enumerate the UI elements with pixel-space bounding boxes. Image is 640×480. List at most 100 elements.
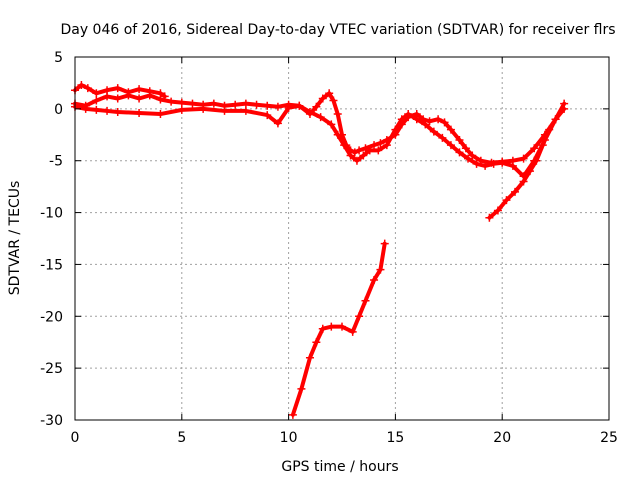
data-point <box>412 115 421 124</box>
data-point <box>446 141 455 150</box>
x-tick-label: 20 <box>493 430 511 446</box>
data-point <box>327 322 336 331</box>
data-point <box>241 99 250 108</box>
data-point <box>530 144 539 153</box>
x-tick-label: 0 <box>71 430 80 446</box>
data-point <box>316 113 325 122</box>
y-tick-label: -10 <box>40 206 63 222</box>
data-point <box>438 133 447 142</box>
data-point <box>297 384 306 393</box>
data-point <box>446 125 455 134</box>
y-tick-label: -25 <box>40 361 63 377</box>
series-trace <box>73 91 567 165</box>
data-point <box>519 177 528 186</box>
y-axis-label: SDTVAR / TECUs <box>7 181 23 296</box>
data-point <box>532 156 541 165</box>
data-point <box>188 99 197 108</box>
data-point <box>472 159 481 168</box>
data-point <box>370 275 379 284</box>
y-tick-label: 0 <box>54 102 63 118</box>
data-point <box>380 239 389 248</box>
data-point <box>404 110 413 119</box>
data-point <box>455 148 464 157</box>
data-point <box>333 130 342 139</box>
data-point <box>220 106 229 115</box>
data-point <box>135 109 144 118</box>
data-point <box>545 125 554 134</box>
data-point <box>327 120 336 129</box>
data-point <box>464 154 473 163</box>
data-point <box>135 94 144 103</box>
data-point <box>508 161 517 170</box>
data-point <box>284 103 293 112</box>
x-tick-label: 10 <box>280 430 298 446</box>
y-tick-label: -20 <box>40 309 63 325</box>
data-point <box>391 125 400 134</box>
data-point <box>397 115 406 124</box>
data-point <box>519 154 528 163</box>
data-point <box>425 117 434 126</box>
data-point <box>288 410 297 419</box>
data-point <box>113 107 122 116</box>
data-point <box>209 99 218 108</box>
data-point <box>493 206 502 215</box>
data-point <box>481 161 490 170</box>
data-point <box>485 213 494 222</box>
data-point <box>538 141 547 150</box>
data-point <box>92 96 101 105</box>
data-point <box>103 106 112 115</box>
data-point <box>440 118 449 127</box>
data-point <box>318 94 327 103</box>
data-point <box>231 100 240 109</box>
data-point <box>263 101 272 110</box>
data-point <box>376 265 385 274</box>
data-point <box>455 135 464 144</box>
data-point <box>382 141 391 150</box>
x-tick-label: 15 <box>386 430 404 446</box>
data-point <box>113 84 122 93</box>
data-point <box>365 146 374 155</box>
data-point <box>502 196 511 205</box>
data-point <box>498 158 507 167</box>
y-tick-label: -30 <box>40 413 63 429</box>
data-point <box>145 91 154 100</box>
grid-lines <box>75 57 609 420</box>
data-point <box>252 100 261 109</box>
data-point <box>333 110 342 119</box>
series-low-segment <box>288 239 389 419</box>
data-point <box>525 167 534 176</box>
data-point <box>305 107 314 116</box>
data-point <box>156 110 165 119</box>
series-lower-band <box>71 101 569 181</box>
data-point <box>361 144 370 153</box>
data-point <box>312 102 321 111</box>
y-tick-label: -5 <box>49 154 63 170</box>
data-point <box>124 91 133 100</box>
data-point <box>374 146 383 155</box>
data-point <box>434 115 443 124</box>
data-point <box>263 111 272 120</box>
data-point <box>295 101 304 110</box>
chart-title: Day 046 of 2016, Sidereal Day-to-day VTE… <box>60 22 615 38</box>
data-point <box>468 151 477 160</box>
data-point <box>241 106 250 115</box>
data-point <box>177 98 186 107</box>
data-point <box>340 141 349 150</box>
data-point <box>77 81 86 90</box>
axis-ticks: 0 5 10 15 20 25 5 0 -5 -10 -15 -20 -25 -30 <box>40 50 618 446</box>
data-point <box>312 338 321 347</box>
data-point <box>421 120 430 129</box>
data-point <box>325 89 334 98</box>
x-tick-label: 25 <box>600 430 618 446</box>
data-point <box>81 104 90 113</box>
x-axis-label: GPS time / hours <box>281 459 398 475</box>
data-point <box>199 104 208 113</box>
data-point <box>429 127 438 136</box>
x-tick-label: 5 <box>177 430 186 446</box>
y-tick-label: -15 <box>40 257 63 273</box>
data-point <box>461 144 470 153</box>
data-point <box>135 85 144 94</box>
data-point <box>560 104 569 113</box>
